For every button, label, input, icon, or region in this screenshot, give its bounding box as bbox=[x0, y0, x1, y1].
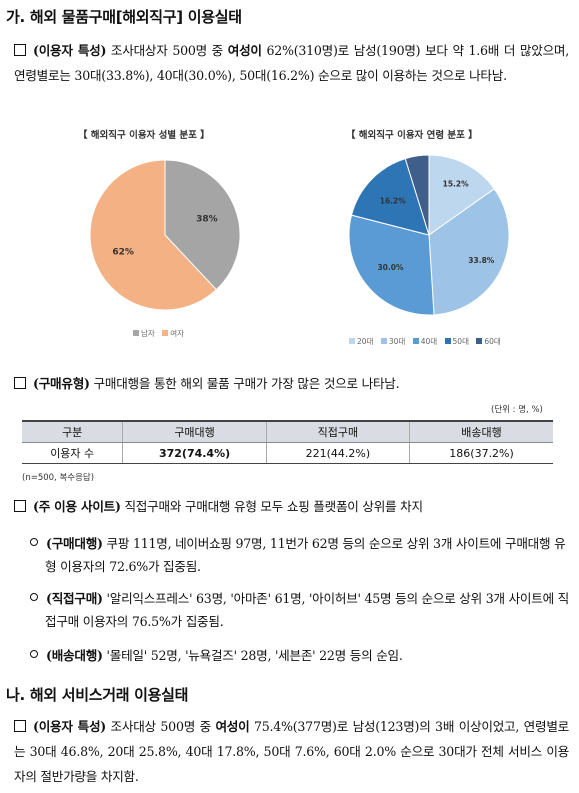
item-label: (배송대행) bbox=[46, 648, 103, 663]
circle-bullet-icon bbox=[30, 538, 38, 546]
purchase-type-paragraph: (구매유형) 구매대행을 통한 해외 물품 구매가 가장 많은 것으로 나타남. bbox=[14, 371, 569, 396]
table-cell: 221(44.2%) bbox=[265, 442, 410, 464]
age-legend: 20대 30대 40대 50대 60대 bbox=[344, 336, 501, 347]
list-item: (배송대행) '몰테일' 52명, '뉴욕걸즈' 28명, '세븐존' 22명 … bbox=[30, 644, 570, 667]
table-unit: (단위 : 명, %) bbox=[491, 405, 543, 415]
item-label: (직접구매) bbox=[46, 591, 103, 606]
legend-50s: 50대 bbox=[452, 337, 469, 346]
data-label-남자: 38% bbox=[196, 214, 218, 224]
legend-swatch-60s bbox=[476, 338, 483, 344]
para-label: (이용자 특성) bbox=[33, 719, 107, 734]
legend-swatch-50s bbox=[444, 338, 451, 344]
pie-slice-30대 bbox=[428, 188, 510, 316]
gender-legend: 남자 여자 bbox=[128, 328, 184, 339]
gender-pie-chart: 38% 62% bbox=[89, 159, 241, 311]
legend-swatch-20s bbox=[349, 338, 355, 344]
legend-swatch-40s bbox=[412, 338, 419, 344]
age-pie-chart: 15.2% 33.8% 30.0% 16.2% 4.8% bbox=[348, 150, 510, 316]
legend-swatch-30s bbox=[380, 338, 387, 344]
para-text-c: 62%(310명)로 남성(190명) 보다 약 1.6배 더 많았으며, 연령… bbox=[14, 43, 570, 83]
list-item: (구매대행) 쿠팡 111명, 네이버쇼핑 97명, 11번가 62명 등의 순… bbox=[30, 532, 570, 578]
checkbox-bullet-icon bbox=[14, 44, 26, 56]
legend-60s: 60대 bbox=[484, 337, 501, 346]
para-highlight: 여성이 bbox=[227, 43, 262, 58]
data-label-20대: 15.2% bbox=[443, 179, 470, 188]
checkbox-bullet-icon bbox=[14, 377, 26, 389]
para-label: (이용자 특성) bbox=[33, 43, 107, 58]
para-text-a: 조사대상자 500명 중 bbox=[106, 43, 228, 58]
data-label-30대: 33.8% bbox=[468, 256, 495, 265]
legend-40s: 40대 bbox=[420, 337, 438, 346]
para-text-c: 75.4%(377명)로 남성(123명)의 3배 이상이었고, 연령별로는 3… bbox=[14, 719, 569, 784]
main-sites-paragraph: (주 이용 사이트) 직접구매와 구매대행 유형 모두 쇼핑 플랫폼이 상위를 … bbox=[14, 494, 569, 519]
para-highlight: 여성이 bbox=[215, 719, 250, 734]
item-text: '알리익스프레스' 63명, '아마존' 61명, '아이허브' 45명 등의 … bbox=[45, 591, 570, 629]
age-chart-title: 【 해외직구 이용자 연령 분포 】 bbox=[346, 130, 478, 141]
table-header: 직접구매 bbox=[265, 420, 410, 443]
pie-slice-여자 bbox=[89, 159, 218, 311]
table-cell: 372(74.4%) bbox=[122, 442, 267, 464]
circle-bullet-icon bbox=[30, 650, 38, 658]
legend-swatch-female bbox=[162, 330, 169, 336]
gender-chart-title: 【 해외직구 이용자 성별 분포 】 bbox=[78, 130, 210, 141]
para-label: (주 이용 사이트) bbox=[33, 499, 121, 514]
section-b-title: 나. 해외 서비스거래 이용실태 bbox=[6, 686, 189, 704]
table-header: 배송대행 bbox=[409, 420, 553, 443]
item-text: '몰테일' 52명, '뉴욕걸즈' 28명, '세븐존' 22명 등의 순임. bbox=[102, 648, 403, 663]
data-label-60대: 4.8% bbox=[405, 150, 426, 151]
table-header: 구분 bbox=[22, 420, 123, 443]
checkbox-bullet-icon bbox=[14, 720, 26, 732]
user-profile-paragraph: (이용자 특성) 조사대상자 500명 중 여성이 62%(310명)로 남성(… bbox=[14, 38, 569, 88]
legend-male: 남자 bbox=[141, 329, 155, 338]
pie-slice-40대 bbox=[348, 214, 435, 316]
para-label: (구매유형) bbox=[33, 376, 90, 391]
para-text-a: 조사대상 500명 중 bbox=[106, 719, 216, 734]
table-header: 구매대행 bbox=[122, 420, 267, 443]
table-row-label: 이용자 수 bbox=[22, 442, 123, 464]
pie-slice-60대 bbox=[404, 154, 430, 236]
legend-30s: 30대 bbox=[388, 337, 406, 346]
service-user-paragraph: (이용자 특성) 조사대상 500명 중 여성이 75.4%(377명)로 남성… bbox=[14, 714, 569, 789]
legend-female: 여자 bbox=[170, 329, 185, 338]
pie-slice-20대 bbox=[428, 154, 496, 236]
table-header-row: 구분 구매대행 직접구매 배송대행 bbox=[22, 420, 553, 443]
pie-slice-50대 bbox=[350, 157, 430, 236]
pie-slice-남자 bbox=[164, 159, 241, 291]
para-text: 구매대행을 통한 해외 물품 구매가 가장 많은 것으로 나타남. bbox=[89, 376, 400, 391]
circle-bullet-icon bbox=[30, 593, 38, 601]
table-row: 이용자 수 372(74.4%) 221(44.2%) 186(37.2%) bbox=[22, 442, 553, 464]
checkbox-bullet-icon bbox=[14, 500, 26, 512]
item-label: (구매대행) bbox=[46, 536, 103, 551]
list-item: (직접구매) '알리익스프레스' 63명, '아마존' 61명, '아이허브' … bbox=[30, 587, 570, 633]
legend-20s: 20대 bbox=[357, 337, 374, 346]
legend-swatch-male bbox=[133, 330, 139, 336]
item-text: 쿠팡 111명, 네이버쇼핑 97명, 11번가 62명 등의 순으로 상위 3… bbox=[45, 536, 566, 574]
para-text: 직접구매와 구매대행 유형 모두 쇼핑 플랫폼이 상위를 차지 bbox=[120, 499, 423, 514]
purchase-type-table: 구분 구매대행 직접구매 배송대행 이용자 수 372(74.4%) 221(4… bbox=[22, 420, 553, 464]
section-a-title: 가. 해외 물품구매[해외직구] 이용실태 bbox=[6, 8, 242, 26]
table-cell: 186(37.2%) bbox=[409, 442, 553, 464]
data-label-여자: 62% bbox=[112, 248, 134, 258]
table-note: (n=500, 복수응답) bbox=[22, 473, 95, 483]
data-label-40대: 30.0% bbox=[377, 263, 404, 272]
data-label-50대: 16.2% bbox=[380, 197, 407, 206]
